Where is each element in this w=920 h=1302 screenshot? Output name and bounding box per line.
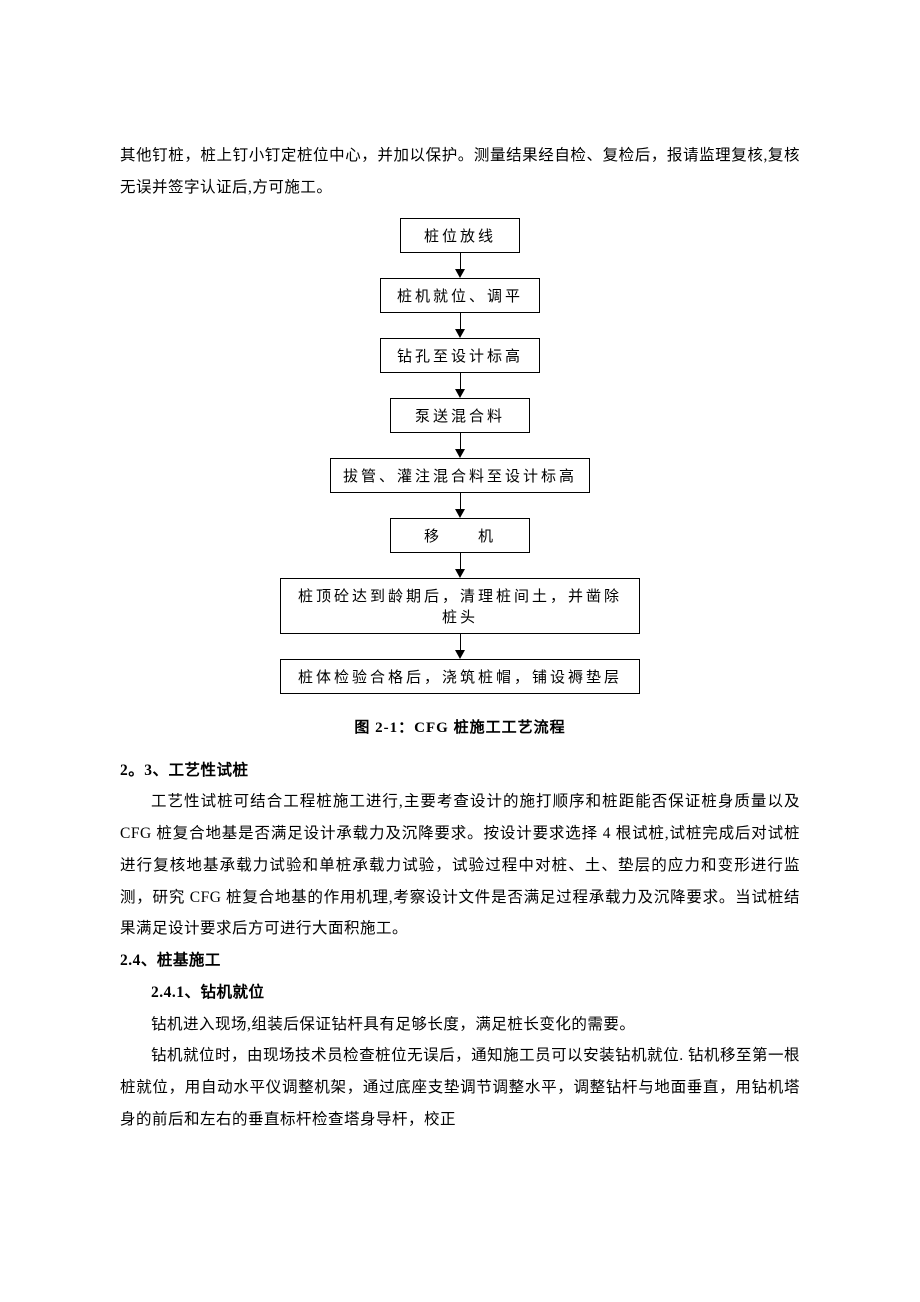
flow-node-6: 移 机 [390,518,530,553]
section-2-4-heading: 2.4、桩基施工 [120,945,800,977]
intro-paragraph: 其他钉桩，桩上钉小钉定桩位中心，并加以保护。测量结果经自检、复检后，报请监理复核… [120,140,800,204]
section-2-3-body: 工艺性试桩可结合工程桩施工进行,主要考查设计的施打顺序和桩距能否保证桩身质量以及… [120,786,800,945]
section-2-4-1-p2: 钻机就位时，由现场技术员检查桩位无误后，通知施工员可以安装钻机就位. 钻机移至第… [120,1040,800,1135]
figure-caption: 图 2-1：CFG 桩施工工艺流程 [120,716,800,737]
flow-node-4: 泵送混合料 [390,398,530,433]
flow-arrow [455,373,465,398]
section-2-3-heading: 2。3、工艺性试桩 [120,755,800,787]
flow-arrow [455,553,465,578]
flow-arrow [455,253,465,278]
flow-arrow [455,313,465,338]
flow-node-3: 钻孔至设计标高 [380,338,540,373]
cfg-flowchart: 桩位放线 桩机就位、调平 钻孔至设计标高 泵送混合料 拔管、灌注混合料至设计标高… [120,218,800,694]
section-2-4-1-heading: 2.4.1、钻机就位 [120,977,800,1009]
section-2-4-1-p1: 钻机进入现场,组装后保证钻杆具有足够长度，满足桩长变化的需要。 [120,1009,800,1041]
flow-arrow [455,493,465,518]
flow-node-5: 拔管、灌注混合料至设计标高 [330,458,590,493]
flow-node-1: 桩位放线 [400,218,520,253]
flow-arrow [455,634,465,659]
document-page: 其他钉桩，桩上钉小钉定桩位中心，并加以保护。测量结果经自检、复检后，报请监理复核… [0,0,920,1302]
flow-node-8: 桩体检验合格后，浇筑桩帽，铺设褥垫层 [280,659,640,694]
flow-node-2: 桩机就位、调平 [380,278,540,313]
flow-arrow [455,433,465,458]
flow-node-7: 桩顶砼达到龄期后，清理桩间土，并凿除桩头 [280,578,640,634]
